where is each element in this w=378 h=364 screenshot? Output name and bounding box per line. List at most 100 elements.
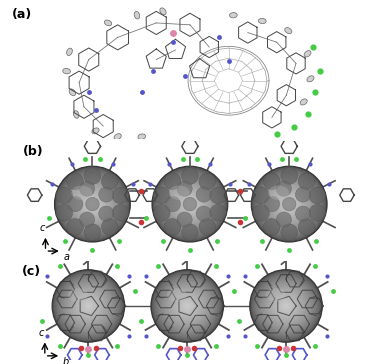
Circle shape (298, 173, 315, 190)
Circle shape (309, 205, 326, 221)
Circle shape (155, 273, 220, 339)
Circle shape (83, 301, 94, 311)
Circle shape (167, 285, 208, 327)
Circle shape (281, 196, 297, 212)
Circle shape (170, 184, 210, 224)
Circle shape (187, 201, 193, 207)
Circle shape (73, 185, 112, 223)
Circle shape (199, 173, 215, 190)
Circle shape (179, 193, 201, 215)
Circle shape (271, 186, 307, 222)
Circle shape (181, 224, 198, 241)
Circle shape (167, 181, 213, 228)
Circle shape (263, 178, 316, 231)
Circle shape (172, 186, 208, 222)
Circle shape (160, 174, 220, 234)
Circle shape (153, 187, 170, 204)
Circle shape (284, 304, 288, 308)
Circle shape (74, 186, 111, 222)
Circle shape (56, 167, 129, 241)
Circle shape (279, 299, 293, 313)
Circle shape (272, 292, 300, 320)
Circle shape (282, 197, 296, 211)
Circle shape (282, 302, 290, 310)
Circle shape (76, 293, 101, 318)
Circle shape (257, 173, 321, 236)
Circle shape (269, 184, 310, 224)
Circle shape (256, 171, 322, 237)
Ellipse shape (73, 111, 79, 118)
Circle shape (276, 191, 302, 217)
Circle shape (164, 283, 210, 329)
Circle shape (72, 290, 105, 322)
Circle shape (178, 296, 197, 316)
Circle shape (86, 198, 99, 210)
Circle shape (281, 168, 297, 184)
Circle shape (199, 218, 215, 235)
Ellipse shape (160, 8, 166, 15)
Circle shape (165, 284, 209, 328)
Circle shape (288, 203, 290, 205)
Circle shape (176, 295, 198, 317)
Circle shape (88, 200, 97, 209)
Circle shape (55, 167, 130, 241)
Circle shape (175, 190, 204, 219)
Circle shape (70, 182, 115, 226)
Circle shape (89, 201, 96, 207)
Circle shape (284, 304, 288, 308)
Circle shape (84, 195, 101, 213)
Text: (b): (b) (23, 146, 43, 158)
Circle shape (61, 173, 124, 236)
Circle shape (164, 218, 181, 235)
Circle shape (196, 187, 211, 202)
Circle shape (67, 173, 84, 190)
Circle shape (67, 178, 118, 230)
Circle shape (253, 167, 326, 241)
Circle shape (56, 273, 121, 339)
Circle shape (268, 183, 310, 225)
Circle shape (69, 286, 108, 325)
Circle shape (179, 297, 196, 314)
Circle shape (262, 282, 310, 329)
Circle shape (71, 288, 106, 324)
Circle shape (268, 288, 304, 324)
Circle shape (158, 173, 222, 236)
Circle shape (279, 193, 300, 215)
Circle shape (283, 303, 289, 309)
Circle shape (309, 187, 326, 204)
Circle shape (71, 183, 114, 226)
Circle shape (80, 297, 97, 314)
Circle shape (74, 292, 103, 320)
Circle shape (156, 275, 218, 337)
Circle shape (85, 197, 100, 212)
Circle shape (271, 186, 308, 222)
Circle shape (151, 270, 223, 342)
Circle shape (267, 287, 305, 325)
Circle shape (75, 293, 102, 319)
Ellipse shape (134, 11, 140, 19)
Circle shape (266, 181, 313, 228)
Circle shape (152, 270, 223, 342)
Circle shape (65, 176, 120, 232)
Circle shape (158, 276, 217, 336)
Circle shape (76, 294, 101, 318)
Circle shape (264, 179, 314, 229)
Ellipse shape (285, 28, 292, 33)
Circle shape (170, 185, 209, 224)
Circle shape (167, 181, 213, 227)
Circle shape (165, 179, 215, 229)
Circle shape (254, 169, 325, 240)
Circle shape (87, 304, 90, 308)
Circle shape (185, 304, 189, 308)
Circle shape (276, 181, 291, 196)
Circle shape (166, 285, 208, 327)
Circle shape (175, 189, 205, 219)
Circle shape (180, 299, 194, 313)
Circle shape (172, 291, 202, 321)
Circle shape (163, 178, 217, 231)
Circle shape (88, 305, 89, 306)
Circle shape (169, 183, 211, 226)
Circle shape (77, 189, 108, 219)
Circle shape (273, 188, 306, 221)
Circle shape (266, 286, 306, 326)
